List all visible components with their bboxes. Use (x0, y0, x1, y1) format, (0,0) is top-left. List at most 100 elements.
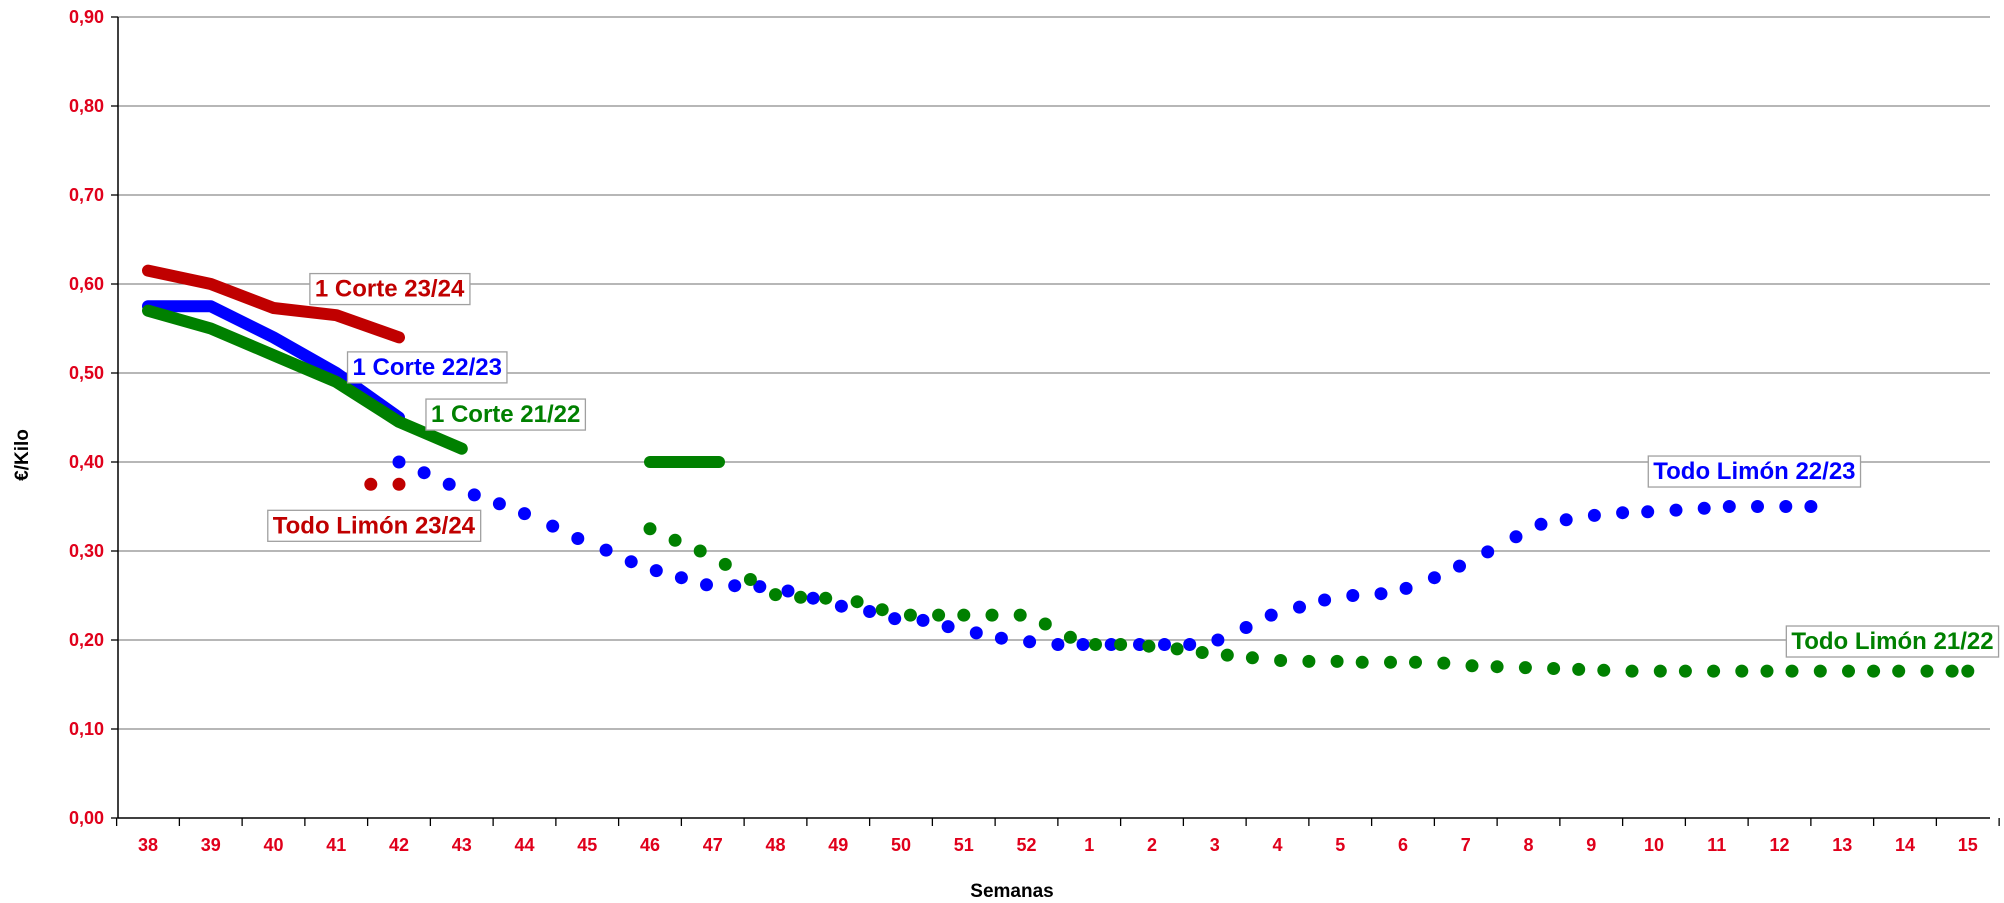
data-point-todo-lim-n-21-22 (1572, 662, 1586, 676)
series-line-1-corte-22-23 (142, 300, 405, 424)
label-frame (346, 351, 508, 384)
data-point-todo-lim-n-21-22 (1302, 654, 1316, 668)
x-tick-label: 1 (1084, 835, 1094, 855)
data-point-todo-lim-n-21-22 (1892, 664, 1906, 678)
x-tick-label: 14 (1895, 835, 1915, 855)
data-point-todo-lim-n-22-23 (442, 477, 456, 491)
data-point-todo-lim-n-21-22 (1437, 656, 1451, 670)
data-point-todo-lim-n-21-22 (743, 573, 757, 586)
data-point-todo-lim-n-21-22 (1760, 664, 1774, 678)
data-point-todo-lim-n-22-23 (1751, 500, 1764, 513)
data-point-todo-lim-n-22-23 (728, 579, 742, 593)
series-label-text: 1 Corte 22/23 (353, 354, 502, 381)
x-tick-label: 15 (1958, 835, 1978, 855)
y-tick-label: 0,10 (69, 719, 104, 739)
data-point-todo-lim-n-22-23 (916, 613, 930, 627)
data-point-todo-lim-n-22-23 (1534, 517, 1548, 531)
data-point-todo-lim-n-22-23 (546, 519, 560, 533)
data-point-todo-lim-n-22-23 (571, 532, 585, 545)
data-point-todo-lim-n-21-22 (1465, 659, 1479, 673)
data-point-todo-lim-n-22-23 (969, 626, 983, 640)
series-line-1-corte-23-24 (142, 264, 405, 344)
data-point-todo-lim-n-21-22 (1597, 663, 1611, 677)
y-tick-label: 0,30 (69, 541, 104, 561)
x-tick-label: 7 (1461, 835, 1471, 855)
x-tick-label: 43 (452, 835, 472, 855)
x-tick-label: 48 (765, 835, 785, 855)
x-axis-title: Semanas (970, 881, 1053, 902)
data-point-todo-lim-n-22-23 (1427, 571, 1441, 585)
data-point-todo-lim-n-22-23 (1183, 638, 1197, 651)
data-point-todo-lim-n-22-23 (1239, 621, 1253, 634)
series-label-box: Todo Limón 22/23 (1647, 455, 1862, 488)
data-point-todo-lim-n-21-22 (875, 603, 889, 617)
data-point-todo-lim-n-21-22 (1625, 664, 1639, 678)
data-point-todo-lim-n-21-22 (1813, 664, 1827, 678)
series-label-box: 1 Corte 23/24 (309, 272, 471, 306)
x-tick-label: 4 (1272, 835, 1282, 855)
data-point-todo-lim-n-21-22 (794, 590, 808, 604)
x-tick-label: 44 (514, 835, 534, 855)
data-point-todo-lim-n-22-23 (1264, 608, 1278, 622)
data-point-todo-lim-n-22-23 (1697, 501, 1711, 515)
y-tick-label: 0,40 (69, 452, 104, 472)
x-tick-label: 5 (1335, 835, 1345, 855)
x-tick-labels: 38 39 40 41 42 43 44 45 46 47 48 49 50 51 52 1 2 3 4 5 6 7 8 9 1… (138, 835, 1978, 855)
data-point-todo-lim-n-21-22 (718, 557, 732, 571)
data-point-todo-lim-n-21-22 (693, 544, 707, 558)
data-point-todo-lim-n-21-22 (1089, 638, 1102, 651)
data-point-todo-lim-n-21-22 (1842, 664, 1855, 678)
data-point-todo-lim-n-22-23 (1346, 589, 1360, 602)
y-tick-labels: 0,00 0,10 0,20 0,30 0,40 0,50 0,60 0,70 0,80 0,90 (69, 7, 104, 828)
label-frame (425, 398, 587, 431)
data-point-todo-lim-n-22-23 (1722, 500, 1736, 513)
x-tick-label: 41 (326, 835, 346, 855)
x-tick-label: 13 (1832, 835, 1852, 855)
data-point-todo-lim-n-22-23 (674, 571, 688, 585)
data-point-todo-lim-n-22-23 (518, 507, 531, 521)
data-point-todo-lim-n-21-22 (1063, 630, 1077, 644)
data-point-todo-lim-n-22-23 (492, 497, 506, 511)
data-point-todo-lim-n-22-23 (1374, 587, 1388, 601)
data-point-todo-lim-n-22-23 (1453, 559, 1466, 573)
label-frame (267, 509, 482, 542)
series-label-text: Todo Limón 22/23 (1653, 458, 1855, 485)
data-point-todo-lim-n-21-22 (1013, 608, 1027, 622)
data-point-todo-lim-n-22-23 (1509, 530, 1523, 544)
data-point-todo-lim-n-22-23 (1293, 600, 1306, 614)
x-tick-label: 50 (891, 835, 911, 855)
x-tick-label: 51 (954, 835, 974, 855)
data-point-todo-lim-n-21-22 (1920, 664, 1934, 678)
data-point-todo-lim-n-22-23 (753, 580, 767, 594)
data-point-todo-lim-n-22-23 (941, 620, 955, 634)
data-point-todo-lim-n-22-23 (599, 543, 613, 557)
data-point-todo-lim-n-22-23 (1669, 503, 1683, 517)
x-tick-label: 2 (1147, 835, 1157, 855)
x-tick-label: 10 (1644, 835, 1664, 855)
data-point-todo-lim-n-21-22 (1274, 654, 1288, 667)
series-label-box: 1 Corte 21/22 (425, 398, 587, 431)
series (142, 264, 1975, 678)
data-point-todo-lim-n-22-23 (417, 466, 431, 480)
x-tick-label: 40 (263, 835, 283, 855)
data-point-todo-lim-n-21-22 (1867, 664, 1881, 678)
x-tick-label: 46 (640, 835, 660, 855)
x-tick-label: 6 (1398, 835, 1408, 855)
series-labels: 1 Corte 23/24 1 Corte 22/23 1 Corte 21/22 T… (267, 272, 2000, 658)
data-point-todo-lim-n-22-23 (1616, 506, 1630, 520)
data-point-todo-lim-n-23-24 (364, 477, 378, 491)
data-point-todo-lim-n-21-22 (1114, 638, 1128, 651)
series-label-box: 1 Corte 22/23 (346, 351, 508, 384)
data-point-todo-lim-n-22-23 (1051, 638, 1065, 651)
x-tick-label: 11 (1707, 835, 1726, 855)
x-tick-label: 49 (828, 835, 848, 855)
data-point-todo-lim-n-22-23 (781, 584, 795, 598)
data-point-todo-lim-n-21-22 (1518, 661, 1532, 675)
data-point-todo-lim-n-21-22 (1735, 664, 1749, 678)
data-point-todo-lim-n-21-22 (1653, 664, 1667, 678)
x-tick-label: 3 (1210, 835, 1220, 855)
data-point-todo-lim-n-21-22 (1785, 664, 1799, 678)
data-point-todo-lim-n-22-23 (1779, 500, 1793, 513)
data-point-todo-lim-n-22-23 (994, 631, 1008, 645)
